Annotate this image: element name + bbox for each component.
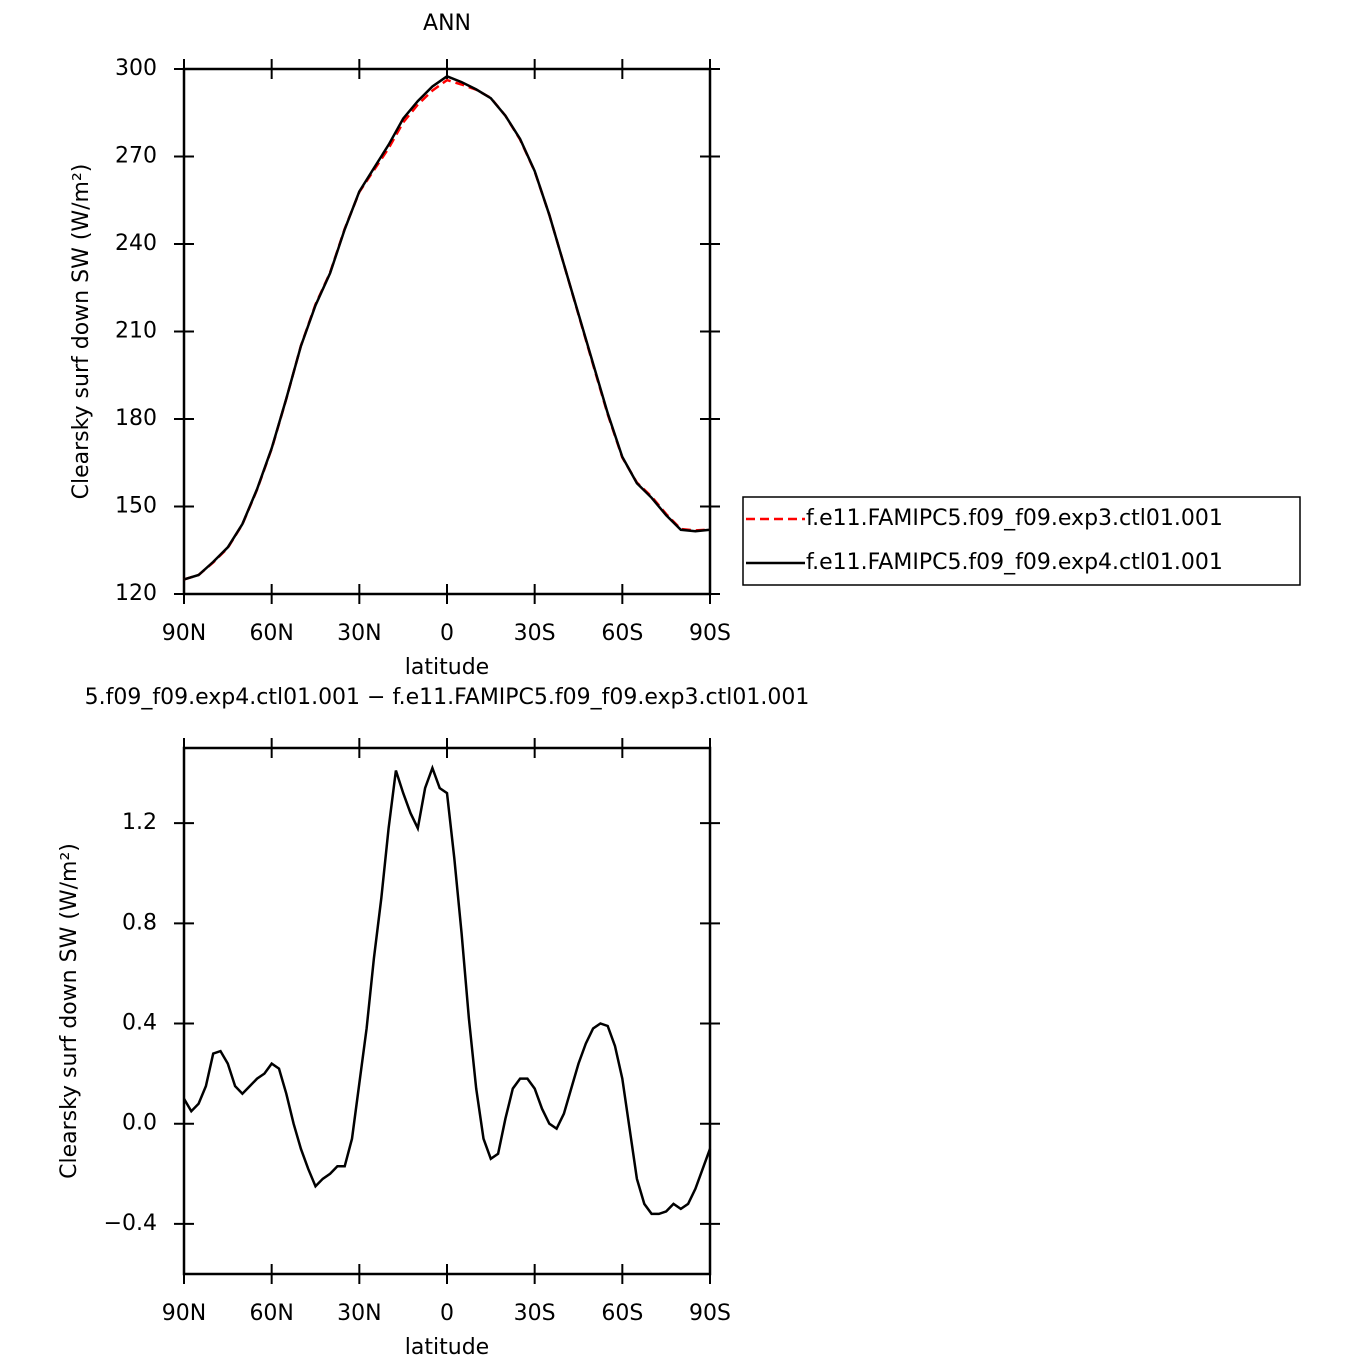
- x-axis-label: latitude: [405, 655, 489, 680]
- data-line: [182, 764, 712, 1216]
- x-axis-label: latitude: [405, 1335, 489, 1360]
- y-tick-label: 300: [115, 56, 157, 81]
- x-tick-label: 0: [440, 621, 454, 646]
- x-tick-label: 90S: [689, 1301, 731, 1326]
- y-tick-label: 1.2: [122, 810, 157, 835]
- plot-frame: [182, 746, 712, 1276]
- x-tick-label: 30S: [514, 1301, 556, 1326]
- legend-label: f.e11.FAMIPC5.f09_f09.exp4.ctl01.001: [806, 550, 1223, 575]
- legend-box: [742, 496, 1301, 586]
- y-tick-label: 180: [115, 406, 157, 431]
- x-tick-label: 60S: [601, 1301, 643, 1326]
- chart-title: 5.f09_f09.exp4.ctl01.001 − f.e11.FAMIPC5…: [85, 685, 810, 710]
- legend-label: f.e11.FAMIPC5.f09_f09.exp3.ctl01.001: [806, 506, 1223, 531]
- y-axis-label: Clearsky surf down SW (W/m²): [57, 843, 82, 1179]
- y-tick-label: 120: [115, 581, 157, 606]
- y-tick-label: 150: [115, 494, 157, 519]
- y-tick-label: 270: [115, 144, 157, 169]
- y-tick-label: 0.4: [122, 1011, 157, 1036]
- y-tick-label: 240: [115, 231, 157, 256]
- x-tick-label: 90N: [162, 621, 206, 646]
- x-tick-label: 0: [440, 1301, 454, 1326]
- plot-frame: [182, 67, 712, 596]
- data-line: [183, 78, 711, 581]
- x-tick-label: 90N: [162, 1301, 206, 1326]
- x-tick-label: 60N: [249, 1301, 293, 1326]
- chart-title: ANN: [423, 11, 471, 36]
- data-line: [183, 74, 711, 581]
- x-tick-label: 60S: [601, 621, 643, 646]
- x-tick-label: 30S: [514, 621, 556, 646]
- x-tick-label: 60N: [249, 621, 293, 646]
- x-tick-label: 30N: [337, 621, 381, 646]
- y-tick-label: −0.4: [104, 1211, 157, 1236]
- y-tick-label: 210: [115, 319, 157, 344]
- y-axis-label: Clearsky surf down SW (W/m²): [69, 164, 94, 500]
- y-tick-label: 0.8: [122, 910, 157, 935]
- x-tick-label: 90S: [689, 621, 731, 646]
- y-tick-label: 0.0: [122, 1111, 157, 1136]
- x-tick-label: 30N: [337, 1301, 381, 1326]
